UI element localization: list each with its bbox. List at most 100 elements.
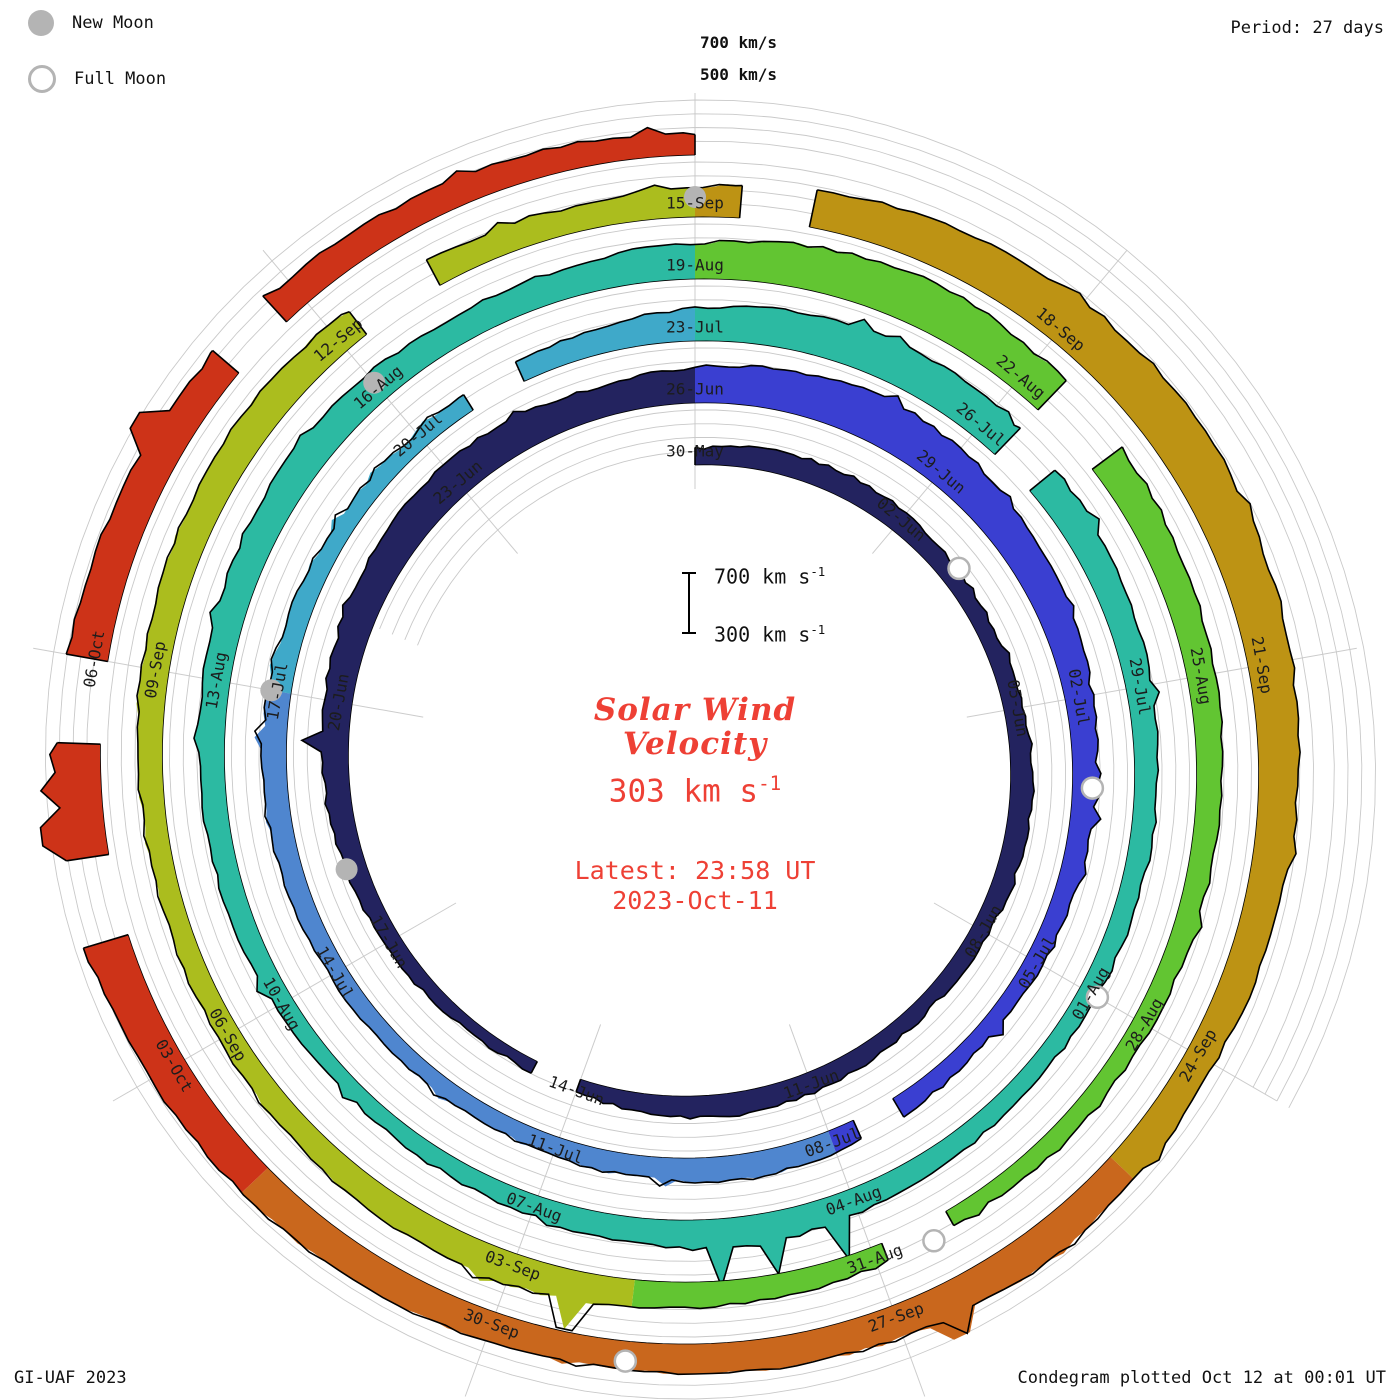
band-baseline xyxy=(439,216,740,286)
full-moon-marker xyxy=(947,556,971,581)
velocity-band xyxy=(828,1120,862,1153)
latest-time: Latest: 23:58 UT xyxy=(574,856,816,885)
band-edge xyxy=(738,185,744,219)
date-label: 05-Jul xyxy=(1014,933,1059,993)
full-moon-icon xyxy=(28,65,56,93)
date-label: 15-Sep xyxy=(666,194,724,213)
band-edge xyxy=(945,1210,955,1226)
velocity-band xyxy=(695,184,743,218)
velocity-band xyxy=(136,311,635,1330)
velocity-band xyxy=(83,934,269,1193)
band-baseline xyxy=(161,334,882,1283)
velocity-band xyxy=(301,367,695,1074)
date-label: 26-Jun xyxy=(666,380,724,399)
band-edge xyxy=(808,189,818,228)
date-label: 28-Aug xyxy=(1121,995,1166,1055)
velocity-gridline-600 xyxy=(58,113,1363,1386)
band-baseline xyxy=(524,340,996,455)
band-edge xyxy=(66,653,108,663)
velocity-trace xyxy=(136,310,889,1332)
chart-title-line1: Solar Wind xyxy=(593,692,797,728)
full-moon-marker xyxy=(922,1229,946,1253)
new-moon-marker xyxy=(335,858,358,881)
band-edge xyxy=(348,311,368,335)
velocity-band xyxy=(262,127,695,322)
date-label: 19-Aug xyxy=(666,256,724,275)
band-baseline xyxy=(107,372,240,662)
velocity-trace xyxy=(253,394,862,1187)
velocity-trace xyxy=(65,349,214,655)
velocity-band xyxy=(426,185,695,286)
chart-title-line2: Velocity xyxy=(622,726,768,762)
velocity-trace xyxy=(300,364,1102,1118)
latest-timestamp: Latest: 23:58 UT 2023-Oct-11 xyxy=(345,856,1045,916)
velocity-gridline-700 xyxy=(45,99,1376,1400)
velocity-band xyxy=(66,350,239,662)
new-moon-icon xyxy=(28,10,54,36)
band-edge xyxy=(425,259,441,286)
current-velocity-value: 303 km s-1 xyxy=(608,772,782,810)
velocity-trace xyxy=(953,446,1224,1227)
grid-label-500: 500 km/s xyxy=(700,65,778,84)
band-edge xyxy=(57,741,101,745)
credit-label: GI-UAF 2023 xyxy=(14,1368,127,1388)
moon-legend: New Moon Full Moon xyxy=(28,6,166,118)
new-moon-marker xyxy=(684,186,706,208)
full-moon-marker xyxy=(613,1349,638,1373)
band-baseline xyxy=(580,464,1011,1097)
date-label: 23-Jul xyxy=(666,318,724,337)
velocity-trace xyxy=(193,239,1161,1290)
scale-bottom-label: 300 km s-1 xyxy=(714,622,826,647)
scale-bar-line xyxy=(682,572,696,634)
new-moon-label: New Moon xyxy=(72,13,154,33)
velocity-trace xyxy=(39,742,67,862)
band-edge xyxy=(1091,446,1123,470)
date-label: 30-May xyxy=(666,442,724,461)
band-baseline xyxy=(285,409,854,1159)
velocity-trace xyxy=(515,305,1021,429)
velocity-trace xyxy=(575,445,1035,1120)
full-moon-marker xyxy=(1080,776,1105,800)
full-moon-marker xyxy=(1085,985,1110,1010)
band-edge xyxy=(462,394,474,411)
legend-full-moon: Full Moon xyxy=(28,62,166,96)
velocity-band xyxy=(268,394,474,694)
date-label: 14-Jul xyxy=(313,943,358,1003)
band-baseline xyxy=(348,402,1074,1099)
velocity-band xyxy=(241,1156,1134,1374)
band-edge xyxy=(1037,380,1067,411)
chart-title: Solar Wind Velocity xyxy=(345,693,1045,761)
date-label: 17-Jun xyxy=(366,912,411,972)
scale-top-label: 700 km s-1 xyxy=(714,564,826,589)
date-label: 14-Jun xyxy=(546,1072,607,1110)
velocity-trace xyxy=(262,126,696,297)
band-edge xyxy=(1029,469,1056,492)
band-edge xyxy=(880,1242,889,1261)
band-baseline xyxy=(127,226,1260,1345)
band-baseline xyxy=(223,278,1136,1221)
velocity-band xyxy=(695,240,1067,410)
band-edge xyxy=(530,1061,539,1074)
velocity-band xyxy=(809,189,1301,1180)
band-edge xyxy=(575,1079,582,1093)
band-baseline xyxy=(945,469,1198,1212)
band-edge xyxy=(83,933,129,949)
latest-date: 2023-Oct-11 xyxy=(612,886,778,915)
band-edge xyxy=(994,427,1021,456)
period-label: Period: 27 days xyxy=(1230,18,1384,38)
velocity-band xyxy=(631,1243,889,1309)
velocity-band xyxy=(40,742,109,861)
velocity-band xyxy=(695,306,1021,455)
band-edge xyxy=(262,295,288,323)
new-moon-marker xyxy=(260,679,283,702)
band-baseline xyxy=(286,154,696,323)
band-edge xyxy=(852,1119,863,1139)
grid-label-700: 700 km/s xyxy=(700,33,778,52)
legend-new-moon: New Moon xyxy=(28,6,166,40)
full-moon-label: Full Moon xyxy=(74,69,167,89)
band-baseline xyxy=(99,744,110,855)
velocity-trace xyxy=(82,189,1301,1376)
band-edge xyxy=(892,1098,905,1118)
velocity-band xyxy=(515,306,695,382)
